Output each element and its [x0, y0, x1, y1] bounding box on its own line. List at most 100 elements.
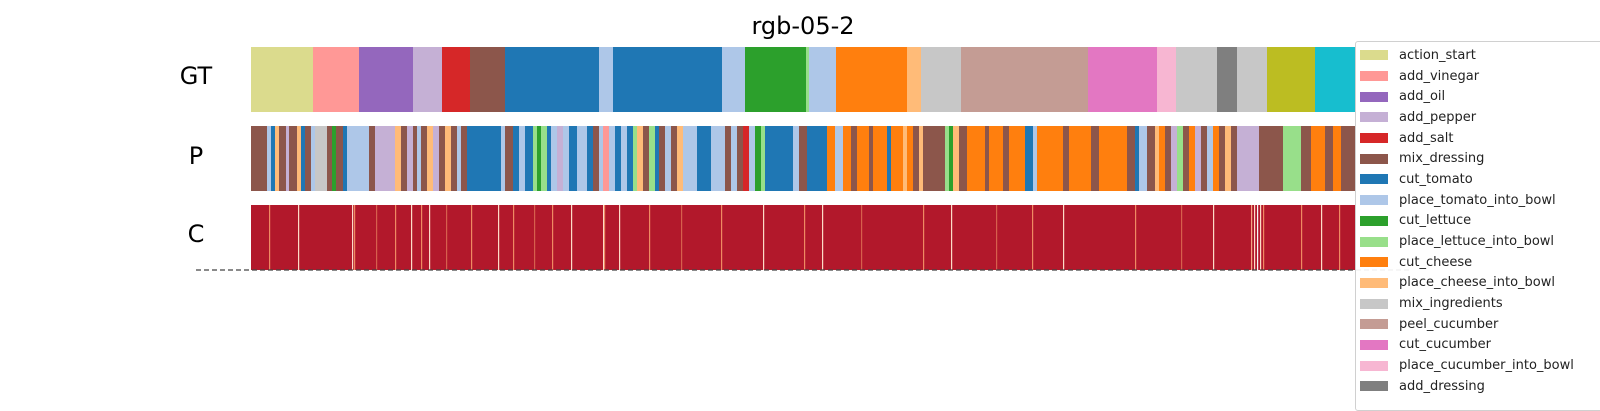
p-segment: [731, 126, 737, 191]
p-segment: [343, 126, 347, 191]
p-segment: [311, 126, 315, 191]
p-segment: [347, 126, 351, 191]
legend-label: mix_dressing: [1399, 151, 1485, 167]
p-segment: [275, 126, 279, 191]
p-segment: [1147, 126, 1155, 191]
p-segment: [1213, 126, 1219, 191]
gt-segment: [809, 47, 836, 112]
legend-swatch: [1360, 50, 1388, 61]
p-segment: [967, 126, 985, 191]
p-segment: [737, 126, 743, 191]
legend-label: cut_lettuce: [1399, 213, 1472, 229]
legend-item: add_dressing: [1356, 376, 1600, 397]
legend-item: mix_dressing: [1356, 148, 1600, 169]
p-segment: [569, 126, 577, 191]
c-stripe: [1260, 205, 1262, 270]
legend-swatch: [1360, 91, 1388, 102]
p-segment: [267, 126, 271, 191]
c-stripe: [1032, 205, 1034, 270]
p-segment: [857, 126, 869, 191]
p-segment: [609, 126, 615, 191]
c-stripe: [269, 205, 271, 270]
p-segment: [1341, 126, 1356, 191]
p-segment: [1201, 126, 1207, 191]
segmentation-chart: [196, 47, 1410, 271]
p-segment: [953, 126, 959, 191]
gt-segment: [251, 47, 313, 112]
legend-label: add_salt: [1399, 130, 1454, 146]
p-segment: [1159, 126, 1165, 191]
p-segment: [1333, 126, 1341, 191]
p-segment: [725, 126, 731, 191]
c-stripe: [721, 205, 723, 270]
c-stripe: [395, 205, 397, 270]
legend-item: cut_tomato: [1356, 169, 1600, 190]
gt-segment: [1217, 47, 1237, 112]
c-base: [251, 205, 1356, 270]
p-segment: [1099, 126, 1127, 191]
p-segment: [923, 126, 945, 191]
p-segment: [761, 126, 765, 191]
p-segment: [959, 126, 967, 191]
p-segment: [827, 126, 835, 191]
p-segment: [1139, 126, 1147, 191]
p-segment: [1127, 126, 1135, 191]
c-stripe: [1063, 205, 1065, 270]
p-segment: [1311, 126, 1325, 191]
row-label-c: C: [187, 220, 205, 248]
p-segment: [461, 126, 467, 191]
legend-swatch: [1360, 112, 1388, 123]
p-segment: [891, 126, 903, 191]
c-stripe: [446, 205, 448, 270]
p-segment: [1171, 126, 1177, 191]
legend: action_start add_vinegar add_oil add_pepper…: [1355, 41, 1600, 411]
c-stripe: [1213, 205, 1215, 270]
p-segment: [1037, 126, 1063, 191]
p-segment: [467, 126, 501, 191]
p-segment: [289, 126, 297, 191]
p-segment: [1287, 126, 1301, 191]
p-segment: [395, 126, 401, 191]
p-segment: [327, 126, 332, 191]
legend-item: action_start: [1356, 45, 1600, 66]
legend-label: place_lettuce_into_bowl: [1399, 234, 1555, 250]
p-segment: [501, 126, 505, 191]
p-segment: [1033, 126, 1037, 191]
c-stripe: [498, 205, 500, 270]
gt-row: [251, 47, 1356, 112]
p-segment: [1003, 126, 1009, 191]
p-segment: [799, 126, 807, 191]
p-segment: [649, 126, 655, 191]
p-segment: [907, 126, 913, 191]
p-segment: [985, 126, 989, 191]
p-segment: [587, 126, 593, 191]
legend-item: cut_cucumber: [1356, 335, 1600, 356]
p-segment: [1009, 126, 1025, 191]
p-segment: [655, 126, 659, 191]
c-stripe: [1321, 205, 1323, 270]
p-segment: [336, 126, 343, 191]
p-segment: [427, 126, 433, 191]
legend-swatch: [1360, 71, 1388, 82]
p-segment: [627, 126, 633, 191]
p-segment: [913, 126, 919, 191]
p-segment: [697, 126, 711, 191]
c-stripe: [571, 205, 573, 270]
legend-item: place_cheese_into_bowl: [1356, 273, 1600, 294]
c-stripe: [861, 205, 863, 270]
p-segment: [1231, 126, 1237, 191]
legend-label: peel_cucumber: [1399, 316, 1499, 332]
p-segment: [557, 126, 563, 191]
legend-swatch: [1360, 195, 1388, 206]
p-segment: [793, 126, 799, 191]
p-segment: [1195, 126, 1201, 191]
p-segment: [1207, 126, 1213, 191]
p-segment: [919, 126, 923, 191]
p-segment: [375, 126, 395, 191]
p-segment: [989, 126, 1003, 191]
p-segment: [1189, 126, 1195, 191]
legend-label: cut_tomato: [1399, 171, 1473, 187]
p-segment: [457, 126, 461, 191]
gt-segment: [836, 47, 907, 112]
p-segment: [1283, 126, 1287, 191]
